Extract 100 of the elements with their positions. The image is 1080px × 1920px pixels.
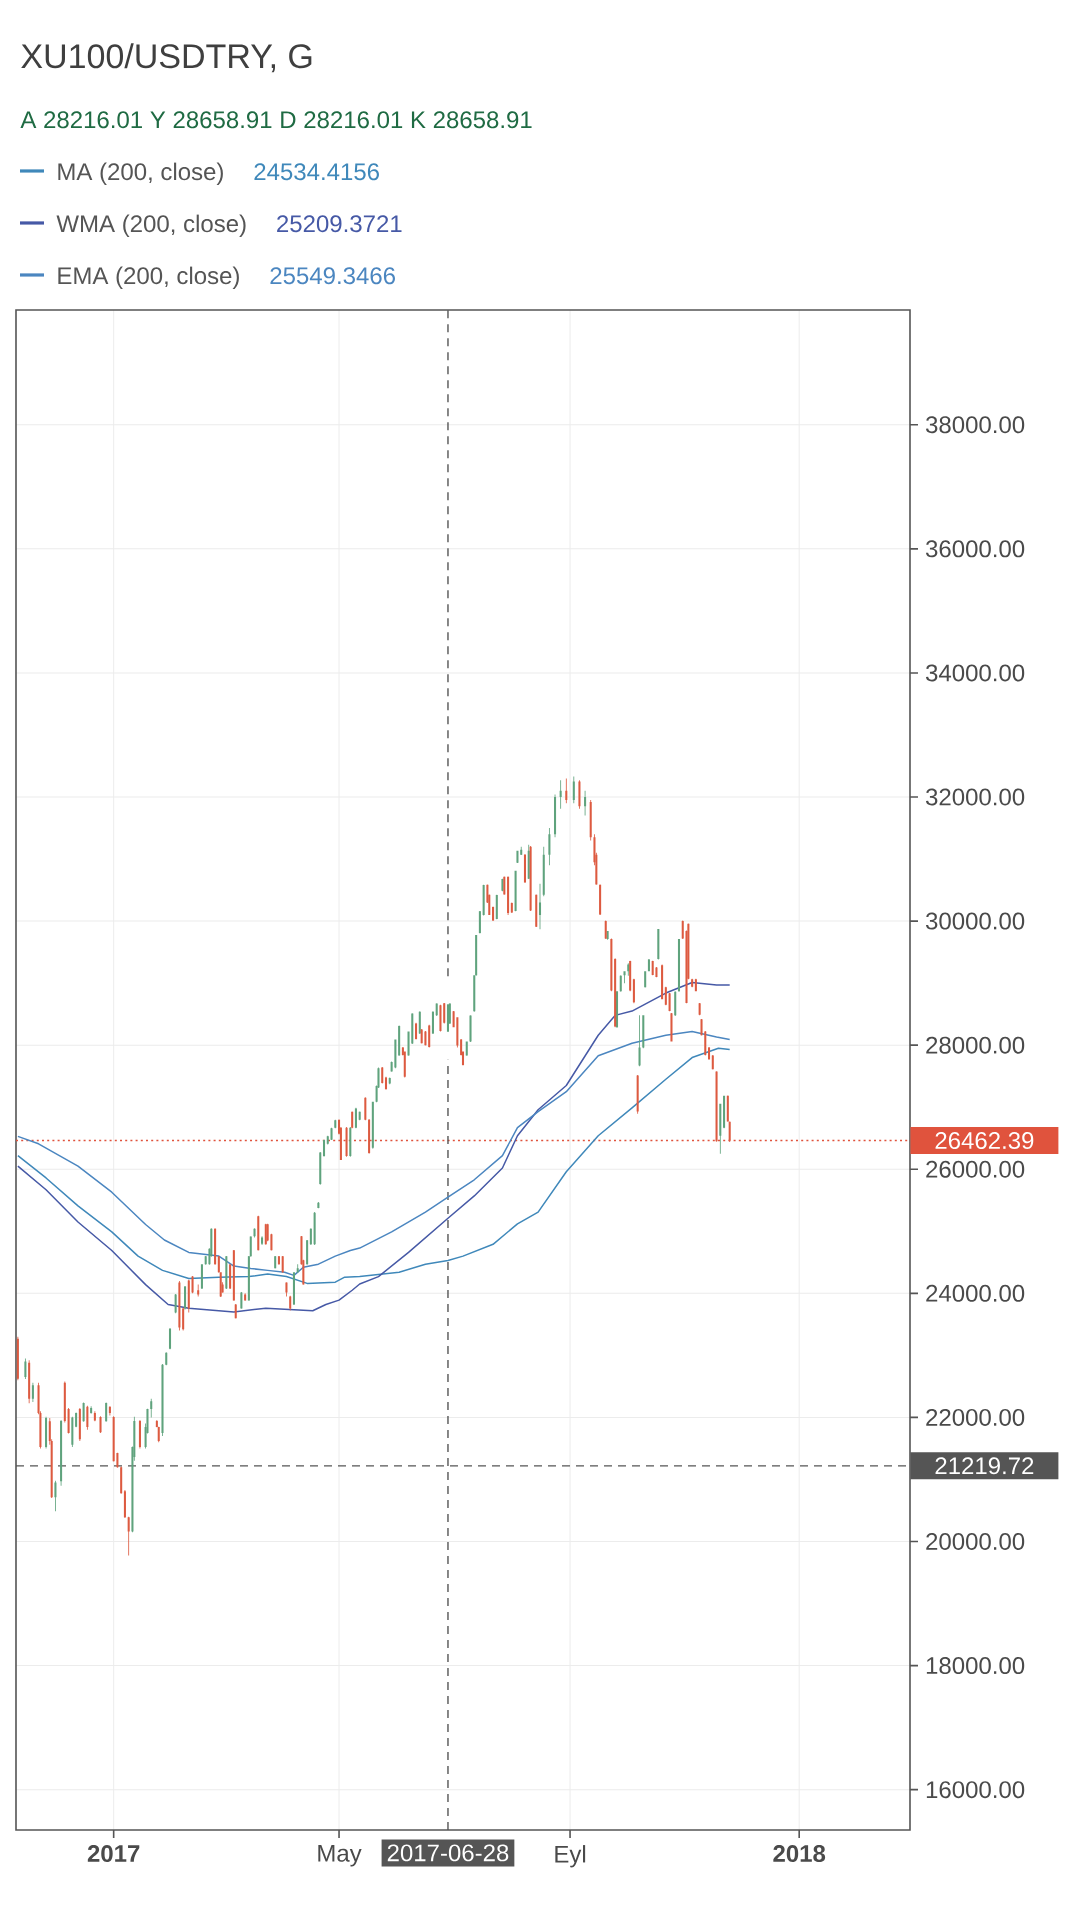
- candlestick: [358, 1111, 361, 1121]
- candlestick: [161, 1364, 164, 1437]
- candlestick: [178, 1280, 181, 1331]
- candlestick: [657, 928, 660, 960]
- candlestick: [398, 1025, 401, 1056]
- candlestick: [93, 1411, 96, 1422]
- candlestick: [698, 1002, 701, 1016]
- y-tick-label: 38000.00: [925, 416, 1025, 434]
- candlestick: [45, 1416, 48, 1449]
- candlestick: [691, 978, 694, 988]
- candlestick: [197, 1284, 200, 1297]
- candlestick: [371, 1101, 374, 1149]
- candlestick: [354, 1107, 357, 1129]
- y-tick-label: 34000.00: [925, 664, 1025, 682]
- candlestick: [381, 1066, 384, 1084]
- candlestick: [123, 1490, 126, 1518]
- candlestick: [234, 1303, 237, 1319]
- candlestick: [647, 959, 650, 972]
- candlestick: [415, 1022, 418, 1040]
- y-tick-label: 30000.00: [925, 912, 1025, 930]
- candlestick: [719, 1103, 722, 1154]
- candlestick: [428, 1024, 431, 1048]
- candlestick: [623, 971, 626, 984]
- candlestick: [431, 1011, 434, 1035]
- candlestick: [664, 986, 667, 1006]
- candlestick: [465, 1041, 468, 1056]
- candlestick: [75, 1412, 78, 1428]
- candlestick: [78, 1408, 81, 1442]
- candlestick: [150, 1398, 153, 1418]
- candlestick: [503, 876, 506, 895]
- ref-line-label: 21219.72: [935, 1457, 1034, 1475]
- ref-line-label: 26462.39: [935, 1132, 1034, 1150]
- candlestick: [642, 1015, 645, 1049]
- candlestick: [296, 1264, 299, 1273]
- x-tick-label: 2017: [87, 1845, 140, 1863]
- y-tick-label: 32000.00: [925, 788, 1025, 806]
- candlestick: [16, 1336, 19, 1381]
- candlestick: [619, 975, 622, 992]
- candlestick: [71, 1416, 74, 1448]
- candlestick: [418, 1011, 421, 1035]
- candlestick: [174, 1293, 177, 1314]
- candlestick: [168, 1328, 172, 1350]
- y-tick-label: 28000.00: [926, 1036, 1025, 1054]
- y-tick-label: 36000.00: [925, 540, 1025, 558]
- candlestick: [670, 1012, 673, 1042]
- candlestick: [514, 870, 517, 912]
- candlestick: [261, 1236, 264, 1245]
- text: 24534.4156: [254, 163, 379, 181]
- x-tick-label: May: [318, 1845, 362, 1867]
- y-tick-label: 16000.00: [926, 1781, 1025, 1799]
- candlestick: [281, 1256, 284, 1273]
- candlestick: [82, 1402, 85, 1422]
- candlestick: [191, 1275, 194, 1294]
- candlestick: [589, 800, 592, 841]
- candlestick: [638, 1015, 641, 1067]
- y-tick-label: 20000.00: [926, 1533, 1025, 1550]
- candlestick: [232, 1249, 235, 1301]
- candlestick: [661, 964, 664, 1000]
- candlestick: [334, 1119, 337, 1129]
- candlestick: [105, 1402, 108, 1422]
- candlestick: [67, 1408, 70, 1434]
- candlestick: [443, 1002, 446, 1024]
- candlestick: [394, 1039, 397, 1069]
- candlestick: [572, 776, 575, 804]
- candlestick: [244, 1293, 247, 1301]
- candlestick: [31, 1382, 34, 1402]
- candlestick: [90, 1406, 93, 1414]
- candlestick: [253, 1228, 256, 1238]
- candlestick: [424, 1030, 427, 1046]
- candlestick: [535, 894, 538, 927]
- candlestick: [187, 1279, 190, 1313]
- candlestick: [225, 1256, 228, 1289]
- candlestick: [529, 846, 532, 911]
- candlestick: [492, 906, 495, 921]
- candlestick: [636, 1074, 639, 1114]
- candlestick: [155, 1419, 158, 1428]
- candlestick: [478, 910, 481, 934]
- candlestick: [292, 1272, 295, 1306]
- candlestick: [86, 1405, 89, 1430]
- candlestick: [629, 960, 632, 992]
- candlestick: [559, 780, 562, 809]
- text: A 28216.01 Y 28658.91 D 28216.01 K 28658.91: [20, 111, 532, 129]
- candlestick: [599, 884, 602, 915]
- candlestick: [138, 1419, 141, 1449]
- text: 25549.3466: [270, 267, 395, 285]
- candlestick: [469, 1015, 472, 1043]
- candlestick: [674, 991, 677, 1017]
- candlestick: [578, 780, 581, 809]
- candlestick: [165, 1352, 168, 1366]
- candlestick: [63, 1381, 66, 1423]
- legend-label: EMA (200, close): [58, 266, 239, 289]
- chart-title: XU100/USDTRY, G: [21, 43, 312, 73]
- line-series: [17, 981, 731, 1313]
- text: 25209.3721: [277, 215, 402, 233]
- candlestick: [651, 960, 654, 976]
- candlestick: [501, 878, 504, 892]
- candlestick: [317, 1202, 320, 1209]
- candlestick: [520, 846, 523, 856]
- candlestick: [99, 1416, 102, 1434]
- candlestick: [319, 1151, 322, 1185]
